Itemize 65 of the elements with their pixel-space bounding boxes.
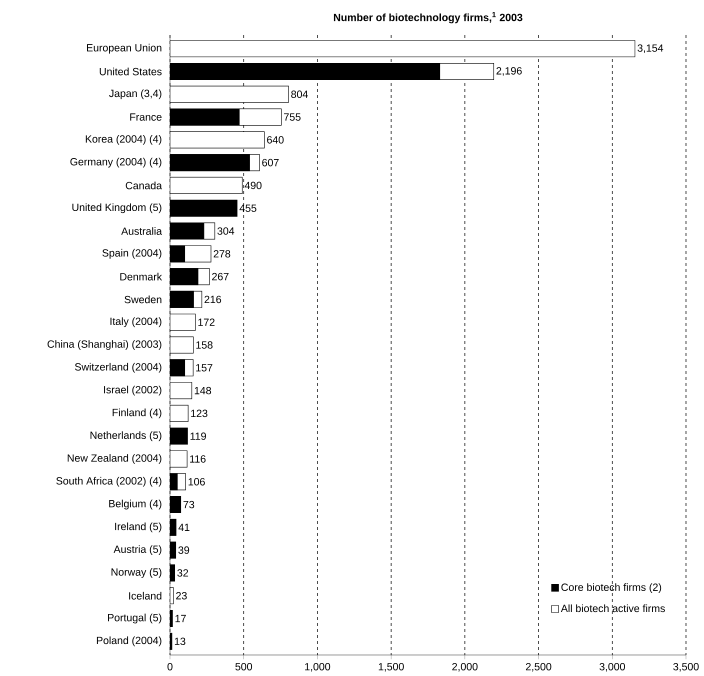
data-label: 455 — [240, 204, 256, 212]
y-tick-label: Ireland (5) — [115, 522, 162, 532]
y-tick-label: South Africa (2002) (4) — [56, 476, 162, 487]
y-tick-label: Italy (2004) — [110, 317, 162, 328]
data-label: 640 — [267, 136, 284, 144]
data-label: 106 — [188, 478, 205, 486]
y-tick-label: Japan (3,4) — [109, 89, 162, 100]
y-tick-label: Finland (4) — [112, 408, 162, 418]
data-label: 23 — [176, 592, 187, 600]
data-label: 172 — [198, 318, 215, 326]
x-tick-label: 3,000 — [600, 662, 626, 672]
data-label: 13 — [174, 638, 186, 646]
y-tick-label: Canada — [126, 182, 162, 190]
y-tick-label: Belgium (4) — [109, 500, 162, 510]
data-label: 123 — [191, 410, 208, 418]
y-tick-label: Korea (2004) (4) — [86, 134, 162, 145]
legend-label: All biotech active firms — [560, 604, 665, 612]
chart-title: Number of biotechnology firms,$^{1}$ 2003 — [334, 12, 522, 24]
y-tick-label: Australia — [121, 227, 162, 235]
data-label: 278 — [214, 250, 230, 258]
legend-label: Core biotech firms (2) — [561, 583, 662, 594]
y-tick-label: New Zealand (2004) — [68, 454, 162, 464]
y-tick-label: Spain (2004) — [102, 248, 162, 259]
y-tick-label: Israel (2002) — [104, 386, 162, 396]
data-label: 39 — [178, 546, 190, 554]
y-tick-label: Switzerland (2004) — [74, 362, 162, 373]
y-tick-label: Norway (5) — [112, 568, 162, 578]
data-label: 158 — [196, 341, 213, 349]
data-label: 17 — [176, 614, 186, 622]
data-label: 2,196 — [496, 67, 522, 76]
data-label: 157 — [196, 364, 212, 372]
y-tick-label: Germany (2004) (4) — [70, 158, 162, 168]
data-label: 32 — [177, 569, 188, 577]
data-label: 755 — [284, 113, 301, 121]
data-label: 304 — [217, 227, 234, 235]
data-label: 41 — [178, 524, 190, 531]
y-tick-label: Portugal (5) — [108, 614, 162, 624]
x-tick-label: 2,500 — [526, 662, 552, 672]
data-label: 804 — [291, 90, 308, 98]
y-tick-label: United States — [100, 68, 162, 76]
y-tick-label: European Union — [87, 44, 162, 54]
y-tick-label: United Kingdom (5) — [72, 203, 162, 214]
y-tick-label: Austria (5) — [114, 545, 162, 556]
x-tick-label: 1,500 — [378, 662, 404, 672]
y-tick-label: Sweden — [124, 296, 162, 304]
y-tick-label: Netherlands (5) — [90, 431, 162, 442]
data-label: 148 — [194, 386, 212, 394]
data-label: 607 — [262, 158, 279, 166]
x-tick-label: 0 — [167, 662, 173, 670]
y-tick-label: Iceland — [129, 592, 162, 600]
x-tick-label: 2,000 — [452, 662, 478, 672]
data-label: 3,154 — [638, 44, 664, 54]
data-label: 216 — [204, 296, 222, 304]
y-tick-label: Denmark — [120, 272, 162, 280]
data-label: 116 — [190, 455, 206, 463]
y-tick-label: Poland (2004) — [96, 636, 162, 646]
x-tick-label: 500 — [235, 662, 252, 670]
data-label: 267 — [212, 272, 229, 280]
y-tick-label: China (Shanghai) (2003) — [48, 340, 162, 350]
y-tick-label: France — [130, 113, 162, 121]
data-label: 490 — [244, 182, 262, 190]
data-label: 73 — [183, 500, 194, 508]
data-label: 119 — [190, 432, 206, 440]
x-tick-label: 1,000 — [305, 662, 330, 672]
x-tick-label: 3,500 — [673, 662, 699, 672]
